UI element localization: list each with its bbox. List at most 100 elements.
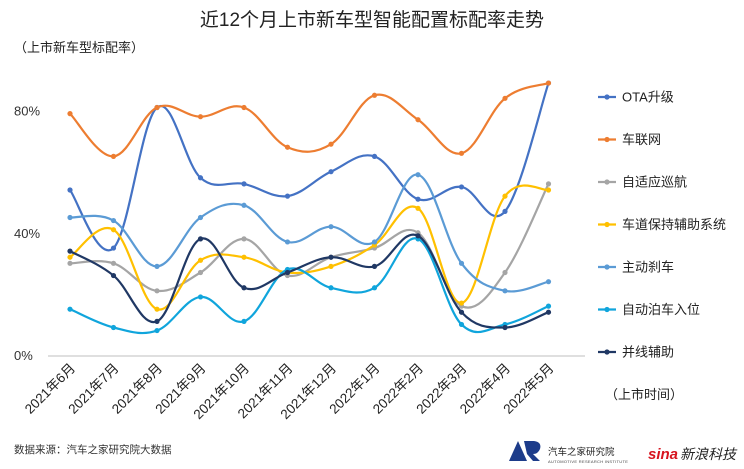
data-point	[284, 193, 291, 199]
legend-marker	[604, 94, 610, 100]
series-line	[68, 81, 550, 158]
legend-marker	[604, 136, 610, 143]
series-2	[67, 80, 552, 159]
legend-label: 自适应巡航	[622, 175, 687, 190]
data-point	[110, 227, 117, 233]
data-point	[154, 306, 160, 312]
data-point	[154, 288, 160, 294]
data-point	[502, 95, 508, 101]
data-point	[458, 309, 465, 315]
data-point	[241, 318, 247, 324]
data-point	[328, 169, 334, 175]
data-point	[241, 181, 247, 187]
y-tick-label: 0%	[14, 348, 33, 363]
data-point	[197, 269, 204, 276]
data-point	[458, 184, 465, 190]
data-point	[67, 260, 73, 266]
legend-marker	[604, 306, 610, 313]
legend-marker	[604, 264, 610, 270]
data-point	[110, 217, 117, 224]
series-line	[68, 184, 550, 311]
data-point	[371, 153, 378, 159]
series-4	[67, 184, 552, 312]
legend-label: 并线辅助	[622, 345, 674, 360]
series-3	[67, 181, 552, 309]
series-group	[67, 80, 552, 335]
data-point	[67, 214, 73, 221]
x-axis-ticks: 2021年6月2021年7月2021年8月2021年9月2021年10月2021…	[22, 361, 557, 423]
legend-item: 车道保持辅助系统	[598, 217, 726, 232]
data-point	[110, 153, 117, 159]
data-point	[241, 202, 247, 208]
data-point	[502, 193, 508, 199]
data-point	[154, 263, 160, 269]
series-line	[68, 233, 550, 329]
data-point	[284, 144, 291, 150]
chart-title: 近12个月上市新车型智能配置标配率走势	[200, 9, 544, 31]
y-axis-label: （上市新车型标配率）	[14, 40, 144, 55]
series-5	[67, 172, 552, 294]
data-point	[458, 150, 465, 156]
autohome-logo-r-shape	[524, 441, 541, 461]
data-point	[502, 208, 508, 214]
y-tick-label: 80%	[14, 104, 40, 119]
data-point	[502, 324, 508, 331]
autohome-research-logo: 汽车之家研究院 AUTOMOTIVE RESEARCH INSTITUTE	[509, 441, 628, 464]
data-point	[545, 279, 552, 285]
autohome-research-name: 汽车之家研究院	[548, 446, 615, 458]
data-point	[197, 236, 204, 242]
data-point	[458, 300, 465, 306]
data-point	[110, 260, 117, 266]
data-point	[110, 272, 117, 279]
data-point	[545, 181, 552, 187]
data-point	[284, 269, 291, 276]
data-point	[415, 233, 421, 239]
data-point	[458, 260, 465, 266]
data-point	[415, 196, 421, 202]
sina-logo-icon: sina	[648, 446, 678, 463]
legend-label: 车联网	[622, 132, 661, 147]
data-point	[197, 294, 204, 300]
sina-tech-name: 新浪科技	[680, 446, 738, 462]
legend-marker	[604, 221, 610, 228]
legend-item: 自适应巡航	[598, 175, 687, 190]
legend-item: 车联网	[598, 132, 661, 147]
legend-label: OTA升级	[622, 90, 674, 105]
data-point	[545, 309, 552, 315]
data-point	[545, 80, 552, 86]
data-point	[328, 254, 334, 260]
data-point	[67, 306, 73, 312]
data-point	[545, 303, 552, 309]
data-point	[197, 114, 204, 120]
data-point	[328, 263, 334, 269]
series-1	[67, 80, 552, 252]
data-point	[241, 254, 247, 260]
data-point	[371, 263, 378, 269]
autohome-research-subtitle: AUTOMOTIVE RESEARCH INSTITUTE	[548, 459, 628, 464]
data-point	[328, 224, 334, 230]
data-source-note: 数据来源：汽车之家研究院大数据	[14, 443, 172, 456]
data-point	[110, 324, 117, 331]
legend-label: 自动泊车入位	[622, 302, 700, 317]
data-point	[67, 111, 73, 117]
data-point	[328, 141, 334, 147]
data-point	[154, 318, 160, 324]
sina-tech-logo: sina 新浪科技	[648, 446, 738, 463]
series-line	[68, 81, 550, 252]
x-axis-label: （上市时间）	[605, 387, 683, 402]
data-point	[284, 239, 291, 245]
legend-label: 车道保持辅助系统	[622, 217, 726, 232]
data-point	[241, 285, 247, 291]
data-point	[154, 104, 160, 111]
series-6	[67, 236, 552, 335]
data-point	[371, 239, 378, 245]
data-point	[67, 254, 73, 260]
data-point	[154, 327, 160, 334]
data-point	[371, 92, 378, 98]
legend-item: 自动泊车入位	[598, 302, 700, 317]
data-point	[241, 236, 247, 242]
data-point	[502, 269, 508, 276]
data-point	[415, 117, 421, 123]
